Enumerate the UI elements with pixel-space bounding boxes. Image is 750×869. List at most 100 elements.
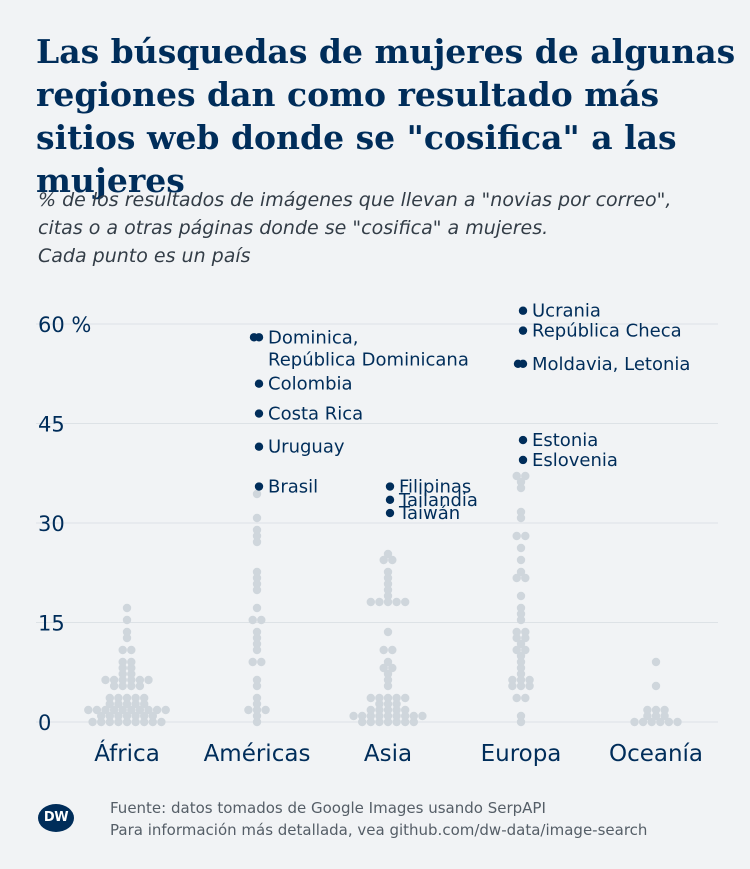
country-dot [379, 555, 388, 565]
country-dot [521, 645, 530, 655]
country-dot [401, 711, 410, 721]
country-dot [252, 531, 262, 541]
country-dot [383, 597, 393, 607]
country-dot [392, 717, 401, 727]
country-dot [521, 471, 530, 481]
country-dot [84, 705, 93, 715]
country-dot [248, 615, 257, 625]
country-dot [257, 657, 266, 667]
country-dot [114, 699, 123, 709]
gridlines [36, 323, 718, 723]
country-dot [521, 693, 530, 703]
x-axis: África Américas Asia Europa Oceanía [94, 739, 703, 767]
country-dot [651, 657, 661, 667]
country-dot [375, 699, 384, 709]
country-dot [375, 717, 384, 727]
country-dot [101, 705, 110, 715]
country-dot [144, 675, 153, 685]
country-dot [383, 585, 393, 595]
data-dots: Dominica,República Dominicana Colombia Cos… [84, 301, 690, 727]
country-dot [152, 705, 162, 715]
country-label: Ucrania [532, 301, 601, 322]
country-dot [375, 597, 384, 607]
country-dot [516, 567, 526, 577]
country-dot [358, 717, 367, 727]
country-dot [366, 711, 375, 721]
country-dot [127, 657, 136, 667]
country-label: Moldavia, Letonia [532, 354, 690, 375]
country-dot [127, 669, 136, 679]
country-dot [122, 693, 132, 703]
country-dot [375, 705, 384, 715]
country-label: República Checa [532, 321, 682, 342]
country-dot [383, 705, 393, 715]
country-dot [252, 639, 262, 649]
country-dot [257, 615, 266, 625]
footer: DW Fuente: datos tomados de Google Image… [38, 797, 738, 842]
country-dot [140, 711, 149, 721]
country-dot [516, 483, 526, 493]
country-dot [148, 711, 157, 721]
country-dot [409, 717, 418, 727]
country-dot [508, 675, 517, 685]
country-dot [512, 573, 521, 583]
country-dot [252, 681, 262, 691]
country-dot [114, 693, 123, 703]
country-dot [252, 699, 262, 709]
country-dot [512, 693, 521, 703]
highlighted-country-dot [254, 333, 264, 342]
country-dot [651, 681, 661, 691]
chart-title: Las búsquedas de mujeres de algunas regi… [36, 32, 736, 200]
country-dot [375, 693, 384, 703]
country-dot [401, 597, 410, 607]
highlighted-country-dot [518, 435, 528, 445]
country-dot [161, 705, 170, 715]
country-label: Dominica, [268, 327, 358, 348]
country-dot [252, 693, 262, 703]
country-dot [252, 675, 262, 685]
source-note: Fuente: datos tomados de Google Images u… [110, 797, 647, 841]
country-dot [366, 597, 375, 607]
country-dot [516, 609, 526, 619]
country-dot [516, 555, 526, 565]
country-dot [252, 585, 262, 595]
y-tick-label: 45 [38, 413, 65, 437]
country-dot [401, 693, 410, 703]
country-dot [521, 573, 530, 583]
country-label: Filipinas [399, 477, 471, 498]
country-dot [131, 717, 140, 727]
country-dot [118, 705, 127, 715]
country-dot [252, 537, 262, 547]
y-tick-label: 60 % [38, 313, 91, 337]
country-dot [516, 477, 526, 487]
country-dot [516, 591, 526, 601]
highlighted-country-dot [385, 508, 395, 518]
highlighted-country-dot [254, 442, 264, 451]
country-dot [388, 555, 397, 565]
country-dot [122, 627, 132, 637]
x-category-label: Asia [364, 741, 412, 767]
country-dot [105, 717, 115, 727]
country-dot [516, 675, 526, 685]
country-dot [358, 711, 367, 721]
country-dot [127, 681, 136, 691]
country-dot [375, 711, 384, 721]
highlighted-country-dot [254, 409, 264, 418]
country-label: Uruguay [268, 437, 345, 458]
country-dot [109, 675, 119, 685]
country-dot [252, 717, 262, 727]
country-dot [516, 513, 526, 523]
country-dot [114, 711, 123, 721]
country-dot [252, 603, 262, 613]
country-dot [252, 645, 262, 655]
country-dot [516, 651, 526, 661]
subtitle-line-2: citas o a otras páginas donde se "cosifi… [38, 217, 549, 239]
country-dot [157, 717, 166, 727]
country-dot [512, 531, 521, 541]
country-dot [383, 681, 393, 691]
country-dot [127, 705, 136, 715]
country-dot [383, 657, 393, 667]
country-label: Eslovenia [532, 450, 618, 471]
country-dot [92, 705, 102, 715]
country-label: Brasil [268, 477, 318, 498]
